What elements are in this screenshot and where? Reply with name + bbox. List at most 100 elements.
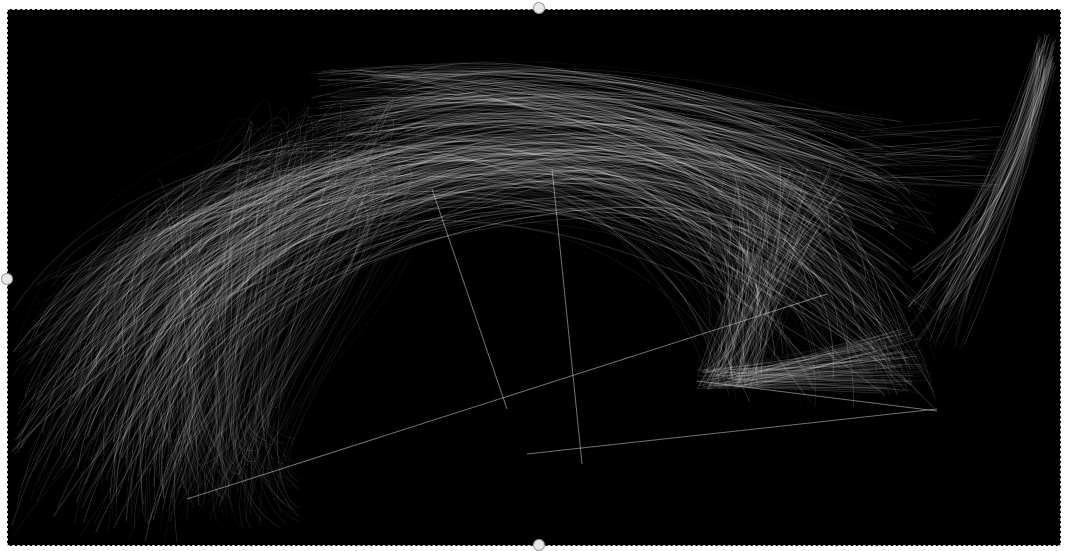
trail-stroke (717, 217, 874, 373)
trail-stroke (940, 56, 1054, 267)
trail-stroke (730, 177, 916, 379)
trail-stroke (705, 204, 901, 382)
trail-stroke (70, 139, 330, 529)
trail-stroke (744, 201, 875, 389)
trail-stroke (21, 178, 825, 364)
trail-stroke (954, 58, 1046, 339)
trail-stroke (167, 200, 732, 476)
trail-stroke (199, 174, 224, 490)
resize-handle-left[interactable] (1, 273, 13, 285)
trail-stroke (388, 100, 830, 123)
trail-stroke (157, 174, 257, 455)
trail-stroke (131, 126, 933, 390)
trail-stroke (87, 137, 283, 444)
trail-stroke (706, 199, 910, 390)
trail-stroke (371, 73, 842, 156)
trail-stroke (946, 34, 1048, 298)
trail-stroke (416, 88, 784, 142)
trail-stroke (734, 168, 881, 381)
trail-stroke (939, 58, 1048, 267)
trail-stroke (707, 193, 880, 377)
trail-stroke (35, 145, 890, 400)
trail-stroke (197, 240, 306, 493)
trail-stroke (87, 178, 848, 356)
trail-stroke (165, 248, 292, 464)
trail-stroke (77, 153, 913, 469)
trail-stroke (913, 67, 1045, 306)
guide-line (551, 168, 583, 465)
trail-stroke (161, 238, 284, 482)
trail-stroke (114, 125, 937, 483)
trail-stroke (417, 70, 776, 130)
trail-stroke (319, 88, 791, 143)
trail-stroke (114, 168, 299, 517)
trail-stroke (741, 226, 877, 386)
trail-stroke (104, 121, 253, 481)
trail-stroke (97, 194, 276, 434)
trail-stroke (939, 42, 1044, 312)
trail-stroke (964, 61, 1055, 303)
trail-stroke (725, 217, 868, 376)
trail-stroke (79, 152, 925, 378)
trail-stroke (81, 168, 413, 441)
trail-stroke (943, 65, 1057, 289)
trail-stroke (404, 101, 890, 182)
trail-stroke (728, 221, 908, 385)
resize-handle-top[interactable] (533, 2, 545, 14)
trail-stroke (709, 225, 880, 394)
trail-stroke (711, 162, 888, 384)
trail-stroke (173, 143, 890, 422)
trail-stroke (182, 265, 260, 450)
trail-stroke (416, 76, 771, 139)
trail-stroke (401, 93, 798, 190)
trail-stroke (51, 173, 337, 474)
trail-stroke (178, 211, 192, 469)
trail-stroke (339, 123, 902, 190)
trail-stroke (170, 161, 822, 498)
trail-stroke (95, 145, 912, 533)
trail-stroke (96, 133, 293, 514)
trail-stroke (710, 192, 871, 376)
trail-stroke (868, 144, 969, 152)
trail-stroke (349, 121, 881, 180)
trail-stroke (328, 111, 844, 215)
trail-stroke (89, 167, 366, 523)
trail-stroke (733, 206, 909, 382)
trail-stroke (114, 194, 363, 436)
trail-stroke (728, 201, 904, 379)
trail-stroke (957, 44, 1050, 314)
trail-stroke (55, 155, 303, 511)
trail-stroke (315, 99, 795, 223)
trail-stroke (939, 64, 1045, 311)
trail-stroke (712, 235, 876, 376)
trail-stroke (35, 206, 751, 406)
trail-stroke (915, 40, 1047, 273)
trail-stroke (728, 210, 899, 377)
trail-stroke (165, 199, 179, 497)
trail-stroke (352, 78, 907, 189)
trail-stroke (124, 159, 735, 366)
trail-stroke (701, 208, 898, 382)
trail-stroke (696, 218, 887, 389)
trail-stroke (173, 173, 290, 488)
trail-stroke (68, 163, 311, 490)
trail-stroke (139, 159, 902, 465)
trail-stroke (380, 112, 898, 225)
trail-stroke (352, 109, 840, 195)
trail-stroke (116, 156, 817, 502)
trail-stroke (763, 235, 913, 383)
trail-stroke (181, 206, 227, 481)
trail-stroke (866, 152, 991, 167)
trail-stroke (148, 172, 877, 436)
trail-stroke (747, 165, 912, 389)
resize-handle-bottom[interactable] (533, 539, 545, 551)
trail-stroke (166, 129, 816, 514)
trail-stroke (149, 104, 774, 473)
trail-stroke (349, 99, 831, 163)
trail-stroke (740, 221, 894, 375)
trail-stroke (929, 37, 1041, 342)
trail-stroke (708, 164, 881, 378)
trail-stroke (145, 153, 927, 449)
trail-stroke (151, 166, 713, 357)
motion-trail-canvas[interactable] (7, 9, 1061, 546)
